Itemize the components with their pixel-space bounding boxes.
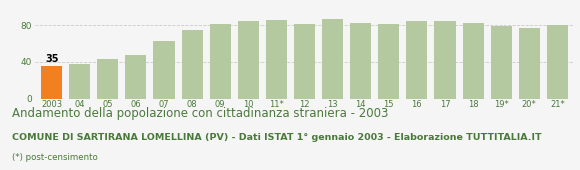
Bar	[182, 30, 202, 99]
Bar	[266, 20, 287, 99]
Bar	[407, 21, 427, 99]
Text: 35: 35	[45, 54, 59, 64]
Bar	[519, 28, 540, 99]
Bar	[154, 41, 175, 99]
Bar	[547, 25, 568, 99]
Bar	[378, 24, 399, 99]
Bar	[322, 19, 343, 99]
Text: (*) post-censimento: (*) post-censimento	[12, 153, 97, 162]
Bar	[294, 24, 315, 99]
Text: Andamento della popolazione con cittadinanza straniera - 2003: Andamento della popolazione con cittadin…	[12, 107, 388, 120]
Text: COMUNE DI SARTIRANA LOMELLINA (PV) - Dati ISTAT 1° gennaio 2003 - Elaborazione T: COMUNE DI SARTIRANA LOMELLINA (PV) - Dat…	[12, 133, 541, 142]
Bar	[41, 66, 62, 99]
Bar	[125, 55, 147, 99]
Bar	[350, 23, 371, 99]
Bar	[434, 21, 455, 99]
Bar	[210, 24, 231, 99]
Bar	[97, 59, 118, 99]
Bar	[69, 64, 90, 99]
Bar	[238, 21, 259, 99]
Bar	[491, 26, 512, 99]
Bar	[462, 23, 484, 99]
